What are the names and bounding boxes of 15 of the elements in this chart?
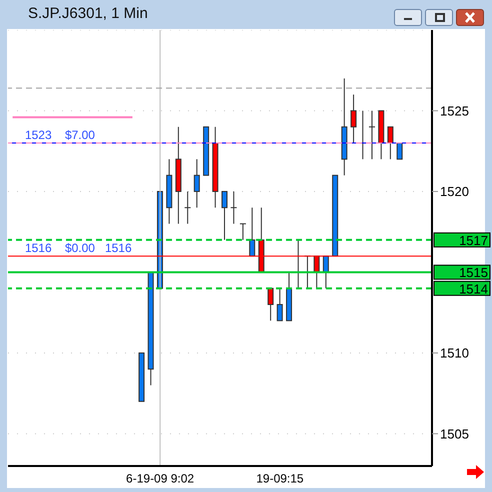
x-tick-label: 6-19-09 9:02 [126, 472, 194, 486]
y-tick-label: 1510 [440, 346, 469, 361]
y-tick-label: 1525 [440, 103, 469, 118]
annotation: $7.00 [64, 128, 96, 142]
ref-line-label: 1514 [459, 281, 488, 296]
chart-title: S.JP.J6301, 1 Min [28, 5, 148, 22]
annotation: 1516 [24, 241, 52, 256]
y-tick-label: 1505 [440, 426, 469, 442]
y-tick-label: 1520 [440, 184, 469, 200]
ref-line-label: 1515 [459, 265, 488, 280]
annotation: $0.00 [64, 241, 96, 256]
x-tick-label: 19-09:15 [256, 472, 304, 486]
ref-line-label: 1517 [459, 232, 488, 248]
annotation: 1523 [24, 128, 52, 142]
annotation: 1516 [104, 241, 132, 256]
